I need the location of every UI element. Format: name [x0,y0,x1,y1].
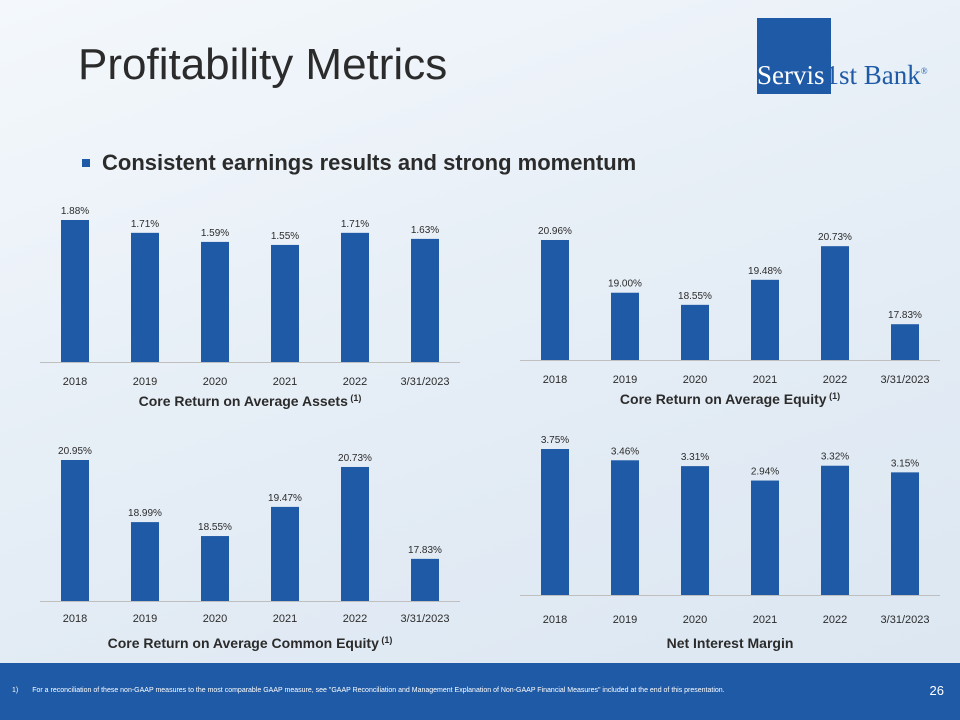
data-label: 1.71% [341,219,369,230]
tick-label: 2018 [63,613,87,625]
bar [611,460,639,595]
data-label: 20.96% [538,226,572,237]
data-label: 3.75% [541,435,569,446]
data-label: 3.15% [891,458,919,469]
tick-label: 2018 [543,614,567,626]
data-label: 3.32% [821,452,849,463]
logo-text: Servis1st Bank® [757,60,928,91]
data-label: 18.99% [128,508,162,519]
footer-bar: 1) For a reconciliation of these non-GAAP… [0,663,960,720]
tick-label: 3/31/2023 [881,614,930,626]
data-label: 18.55% [678,291,712,302]
chart-title: Core Return on Average Assets (1) [139,393,362,409]
data-label: 18.55% [198,522,232,533]
bar [411,558,439,601]
tick-label: 2018 [543,374,567,386]
tick-label: 2018 [63,376,87,388]
tick-label: 2022 [343,376,367,388]
bar [821,465,849,595]
tick-label: 2021 [273,613,297,625]
bar [411,238,439,362]
tick-label: 2019 [613,374,637,386]
bar [341,466,369,601]
tick-label: 3/31/2023 [401,613,450,625]
bar [891,472,919,595]
data-label: 17.83% [888,310,922,321]
tick-label: 2021 [753,374,777,386]
bar [751,279,779,360]
logo-box [757,18,831,94]
bullet-text: Consistent earnings results and strong m… [102,150,637,175]
footnote: 1) For a reconciliation of these non-GAAP… [12,687,725,694]
bar [751,480,779,595]
data-label: 17.83% [408,545,442,556]
tick-label: 2021 [273,376,297,388]
bar [131,522,159,601]
bar [541,449,569,595]
bar [201,536,229,601]
bar [271,244,299,362]
tick-label: 2019 [133,376,157,388]
bullet-point: Consistent earnings results and strong m… [82,150,636,176]
chart-title: Core Return on Average Common Equity (1) [108,635,393,651]
data-label: 1.59% [201,228,229,239]
bar [131,232,159,362]
data-label: 1.63% [411,225,439,236]
tick-label: 2022 [823,374,847,386]
page-title: Profitability Metrics [78,40,448,89]
bar [681,304,709,360]
bar [341,232,369,362]
tick-label: 2020 [203,376,227,388]
chart-net-interest-margin: 3.75% 2018 3.46% 2019 3.31% 2020 2.94% 2021 3.32… [520,435,940,651]
data-label: 20.73% [818,232,852,243]
logo-text-1st-bank: 1st Bank [825,60,921,90]
tick-label: 2020 [683,614,707,626]
tick-label: 2020 [683,374,707,386]
bank-logo: Servis1st Bank® [757,18,941,94]
data-label: 19.47% [268,493,302,504]
footnote-number: 1) [12,687,19,694]
bar [201,241,229,362]
logo-registered-mark: ® [920,66,928,76]
data-label: 3.46% [611,446,639,457]
logo-text-servis: Servis [757,60,825,90]
tick-label: 2022 [823,614,847,626]
data-label: 1.55% [271,231,299,242]
tick-label: 3/31/2023 [881,374,930,386]
data-label: 3.31% [681,452,709,463]
tick-label: 3/31/2023 [401,376,450,388]
bar [541,240,569,360]
bar [891,324,919,360]
tick-label: 2020 [203,613,227,625]
data-label: 20.95% [58,446,92,457]
bar [271,506,299,601]
data-label: 1.71% [131,219,159,230]
data-label: 2.94% [751,467,779,478]
chart-core-roae: 20.96% 2018 19.00% 2019 18.55% 2020 19.48% 2021… [520,226,940,407]
tick-label: 2021 [753,614,777,626]
footnote-text: For a reconciliation of these non-GAAP m… [32,687,725,694]
chart-title: Net Interest Margin [667,635,794,651]
bar [821,246,849,360]
data-label: 1.88% [61,206,89,217]
tick-label: 2019 [613,614,637,626]
chart-core-roace: 20.95% 2018 18.99% 2019 18.55% 2020 19.47% 2021… [40,446,460,651]
bar [61,460,89,601]
bar [681,466,709,595]
bar [611,292,639,360]
square-bullet-icon [82,159,90,167]
chart-core-roaa: 1.88% 2018 1.71% 2019 1.59% 2020 1.55% 2021 1.71… [40,206,460,409]
data-label: 19.48% [748,266,782,277]
data-label: 19.00% [608,279,642,290]
bar [61,220,89,362]
chart-title: Core Return on Average Equity (1) [620,391,840,407]
tick-label: 2019 [133,613,157,625]
tick-label: 2022 [343,613,367,625]
page-number: 26 [929,683,944,698]
data-label: 20.73% [338,453,372,464]
